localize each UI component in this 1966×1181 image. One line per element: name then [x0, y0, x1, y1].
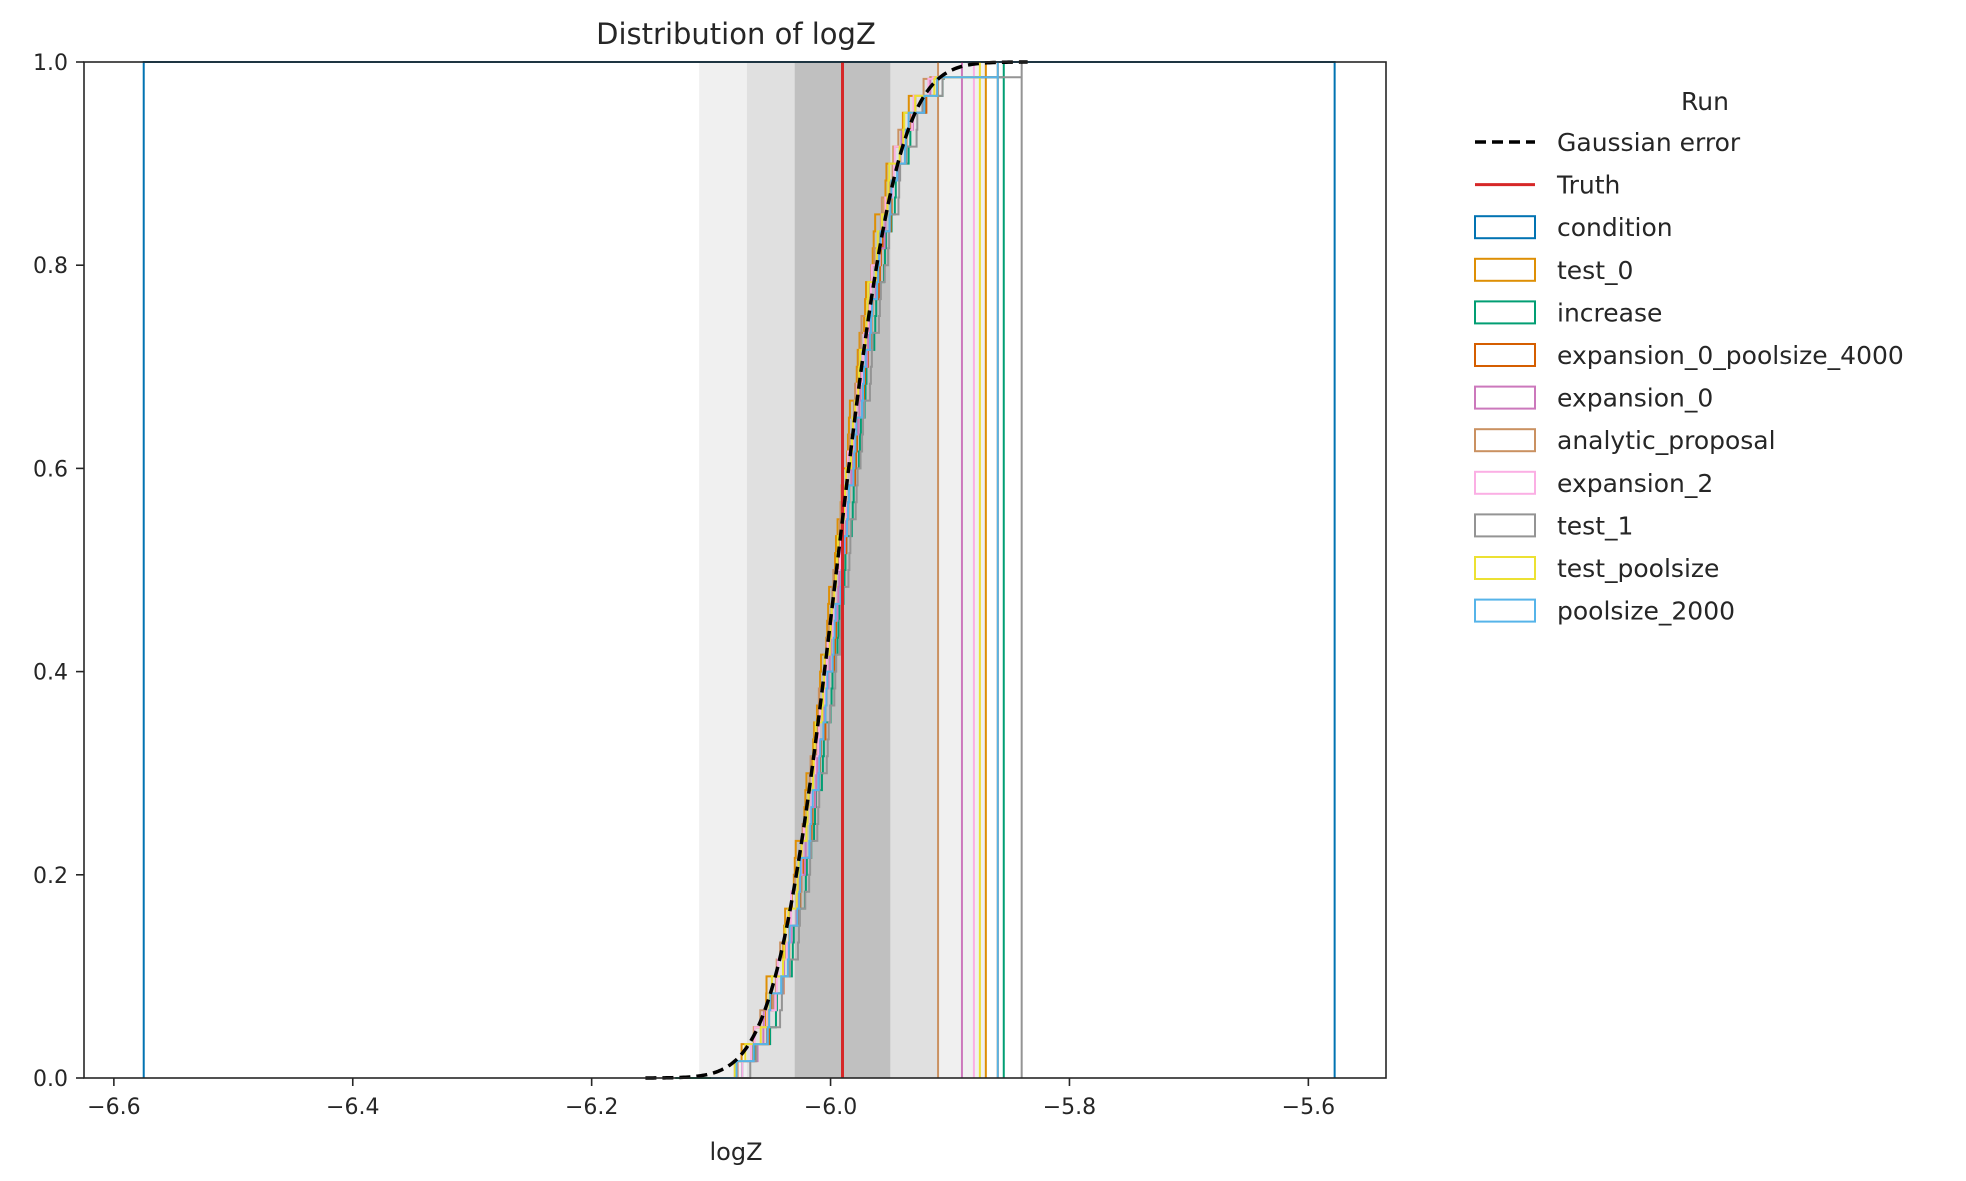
legend-swatch	[1474, 428, 1536, 453]
x-tick-label: −6.6	[87, 1095, 140, 1120]
ecdf-line-test_1	[711, 62, 1023, 1079]
x-tick-label: −5.6	[1282, 1095, 1335, 1120]
legend-item: Truth	[1475, 171, 1620, 200]
legend-label: expansion_0_poolsize_4000	[1557, 341, 1904, 370]
legend-swatch	[1474, 556, 1536, 580]
legend-swatch	[1474, 385, 1536, 410]
legend-swatch	[1474, 257, 1536, 282]
y-tick-label: 0.4	[33, 661, 68, 686]
legend-label: test_poolsize	[1557, 554, 1719, 583]
legend-item: increase	[1474, 298, 1662, 327]
series-test_1	[711, 62, 1023, 1079]
x-tick-label: −6.2	[565, 1095, 618, 1120]
legend-item: analytic_proposal	[1474, 426, 1776, 455]
x-tick-label: −6.0	[804, 1095, 857, 1120]
chart-title: Distribution of logZ	[596, 17, 876, 51]
x-tick-label: −6.4	[326, 1095, 379, 1120]
legend-swatch	[1474, 470, 1536, 495]
legend-item: expansion_0	[1474, 384, 1713, 413]
legend-label: test_0	[1557, 256, 1633, 285]
legend: Run Gaussian error Truth condition test_0inc…	[1474, 87, 1904, 626]
legend-title: Run	[1681, 87, 1729, 116]
gaussian-error-curve	[645, 60, 1028, 1080]
legend-item: test_1	[1474, 511, 1633, 540]
x-axis-title: logZ	[709, 1138, 762, 1166]
legend-label: poolsize_2000	[1557, 597, 1735, 626]
legend-item: expansion_0_poolsize_4000	[1474, 341, 1904, 370]
axes: −6.6 −6.4 −6.2 −6.0 −5.8 −5.6 0.0 0.2 0.4 0.6 0.8 1…	[33, 51, 1387, 1120]
x-tick-label: −5.8	[1043, 1095, 1096, 1120]
legend-label: expansion_2	[1557, 469, 1713, 498]
y-tick-label: 1.0	[33, 51, 68, 76]
legend-item: expansion_2	[1474, 469, 1713, 498]
legend-swatch	[1474, 598, 1536, 623]
legend-label: Truth	[1556, 171, 1620, 200]
legend-item: Gaussian error	[1475, 128, 1741, 157]
legend-label: condition	[1557, 213, 1673, 242]
y-tick-label: 0.8	[33, 254, 68, 279]
legend-swatch	[1474, 343, 1536, 367]
legend-label: expansion_0	[1557, 384, 1713, 413]
legend-label: test_1	[1557, 511, 1633, 540]
legend-item: test_poolsize	[1474, 554, 1719, 583]
legend-item: condition	[1474, 213, 1673, 242]
legend-label: increase	[1557, 298, 1662, 327]
legend-item: poolsize_2000	[1474, 597, 1735, 626]
legend-swatch	[1474, 300, 1536, 325]
plot-frame	[83, 61, 1387, 1079]
legend-swatch	[1474, 513, 1536, 538]
legend-label: Gaussian error	[1557, 128, 1741, 157]
legend-item: test_0	[1474, 256, 1633, 285]
legend-swatch	[1474, 215, 1536, 240]
y-tick-label: 0.6	[33, 457, 68, 482]
y-tick-label: 0.2	[33, 864, 68, 889]
y-tick-label: 0.0	[33, 1067, 68, 1092]
legend-label: analytic_proposal	[1557, 426, 1776, 455]
